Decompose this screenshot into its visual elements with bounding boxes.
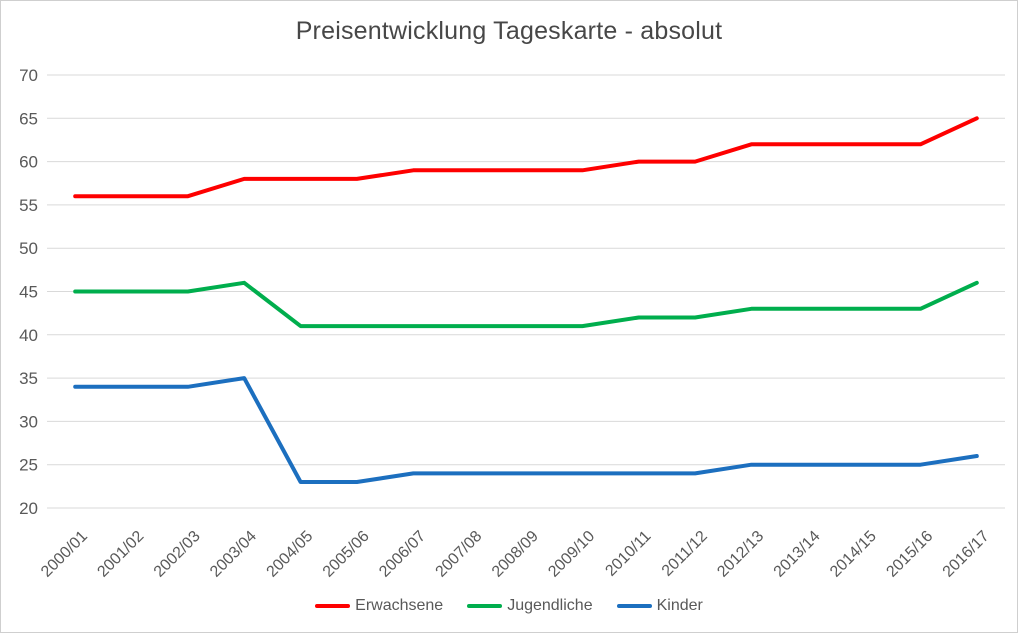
legend-label-jugendliche: Jugendliche — [507, 597, 593, 614]
legend-label-kinder: Kinder — [656, 597, 703, 614]
x-axis-tick-label: 2002/03 — [151, 528, 204, 581]
y-axis-tick-label: 70 — [19, 66, 38, 85]
y-axis-tick-label: 50 — [19, 239, 38, 258]
chart-title: Preisentwicklung Tageskarte - absolut — [295, 17, 723, 45]
x-axis-tick-label: 2010/11 — [602, 528, 654, 580]
y-axis-tick-label: 25 — [19, 456, 38, 475]
legend-swatch-jugendliche — [467, 604, 503, 608]
legend-item-kinder: Kinder — [616, 597, 703, 615]
x-axis-tick-label: 2008/09 — [489, 528, 542, 581]
x-axis-tick-label: 2011/12 — [659, 528, 711, 580]
x-axis-tick-label: 2007/08 — [433, 528, 486, 581]
series-line-jugendliche — [73, 280, 979, 329]
legend-label-erwachsene: Erwachsene — [355, 597, 444, 614]
x-axis-tick-label: 2006/07 — [376, 528, 429, 581]
legend-item-jugendliche: Jugendliche — [467, 597, 593, 615]
series-line-erwachsene — [73, 116, 979, 199]
legend-swatch-kinder — [616, 604, 652, 608]
x-axis-tick-label: 2009/10 — [545, 528, 598, 581]
legend-swatch-erwachsene — [315, 604, 351, 608]
x-axis-tick-label: 2014/15 — [827, 528, 880, 581]
x-axis-tick-label: 2005/06 — [320, 528, 373, 581]
x-axis-tick-label: 2012/13 — [714, 528, 767, 581]
y-axis-tick-label: 60 — [19, 153, 38, 172]
x-axis-tick-label: 2001/02 — [94, 528, 147, 581]
x-axis-tick-label: 2016/17 — [940, 528, 993, 581]
x-axis-tick-label: 2000/01 — [38, 528, 91, 581]
legend-item-erwachsene: Erwachsene — [315, 597, 443, 615]
series-line-kinder — [73, 376, 979, 484]
y-axis-tick-label: 35 — [19, 369, 38, 388]
y-axis-tick-label: 30 — [19, 412, 38, 431]
y-axis-tick-label: 45 — [19, 283, 38, 302]
x-axis-tick-label: 2015/16 — [883, 528, 936, 581]
x-axis-tick-label: 2003/04 — [207, 528, 260, 581]
y-axis-tick-label: 40 — [19, 326, 38, 345]
y-axis-tick-label: 65 — [19, 109, 38, 128]
chart-legend: Erwachsene Jugendliche Kinder — [0, 597, 1018, 615]
x-axis-tick-label: 2013/14 — [771, 528, 824, 581]
y-axis-tick-label: 55 — [19, 196, 38, 215]
y-axis-tick-label: 20 — [19, 499, 38, 518]
x-axis-tick-label: 2004/05 — [264, 528, 317, 581]
